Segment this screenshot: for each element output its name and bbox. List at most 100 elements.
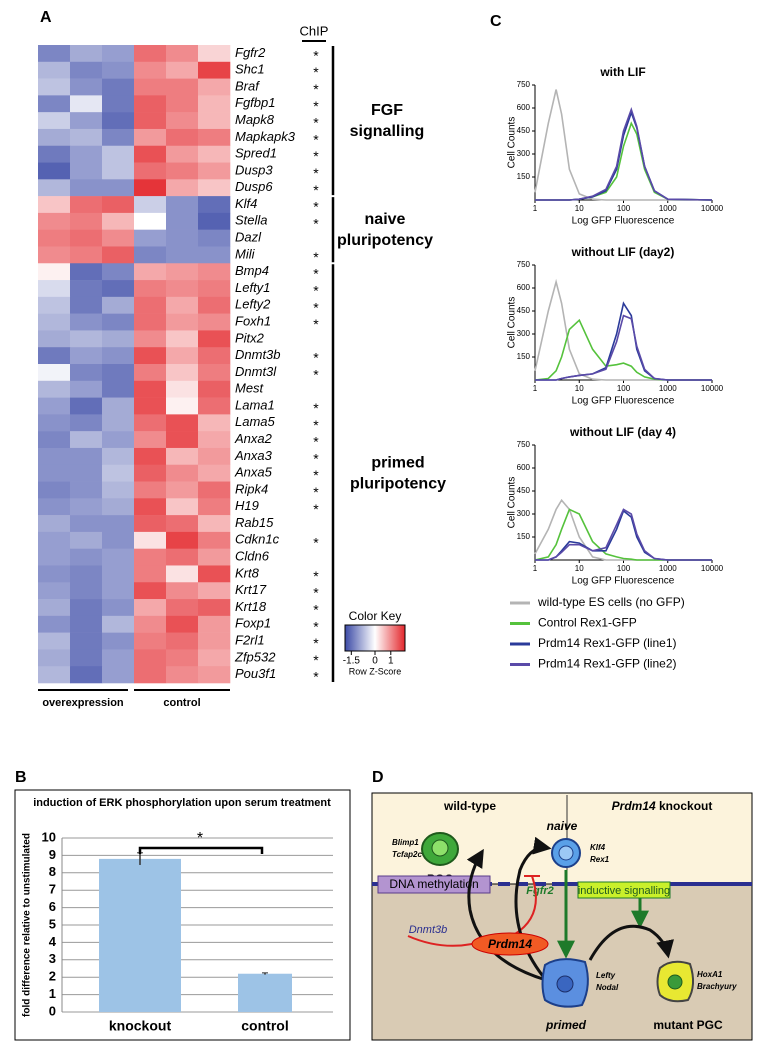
bar (99, 858, 181, 1012)
heatmap-cell (102, 179, 135, 197)
heatmap-cell (198, 582, 231, 600)
y-tick-label: 600 (517, 463, 531, 472)
heatmap-cell (134, 615, 167, 633)
heatmap-cell (102, 632, 135, 650)
heatmap-cell (70, 515, 103, 533)
series-line (534, 89, 712, 201)
chip-mark: * (313, 534, 319, 550)
x-tick-label: 1 (533, 564, 538, 573)
heatmap-cell (198, 548, 231, 566)
y-tick-label: 600 (517, 283, 531, 292)
heatmap-cell (38, 330, 71, 348)
heatmap-cell (102, 565, 135, 583)
y-axis-label: Cell Counts (507, 297, 518, 349)
heatmap-cell (198, 280, 231, 298)
heatmap-cell (198, 128, 231, 147)
marker: Rex1 (590, 855, 610, 864)
heatmap-cell (198, 330, 231, 348)
x-tick-label: 10 (575, 204, 584, 213)
gene-label: Ripk4 (235, 481, 268, 496)
label: Prdm14 knockout (612, 799, 713, 813)
heatmap-cell (166, 498, 199, 516)
panel-label: C (490, 13, 502, 30)
heatmap-cell (38, 447, 71, 466)
chart-title: without LIF (day 4) (569, 425, 676, 439)
heatmap-cell (102, 531, 135, 549)
heatmap-cell (70, 78, 103, 96)
x-tick-label: control (241, 1018, 288, 1034)
heatmap-cell (38, 78, 71, 96)
heatmap-cell (134, 263, 167, 281)
chip-mark: * (313, 366, 319, 382)
heatmap-cell (70, 128, 103, 147)
y-tick-label: 750 (517, 80, 531, 89)
gene-label: Mapk8 (235, 112, 275, 127)
heatmap-cell (70, 246, 103, 264)
heatmap-cell (134, 128, 167, 147)
heatmap-cell (102, 498, 135, 516)
heatmap-cell (70, 229, 103, 247)
heatmap-cell (134, 296, 167, 314)
heatmap-cell (38, 582, 71, 600)
gene-label: Mest (235, 381, 265, 396)
heatmap-cell (38, 212, 71, 230)
label: inductive signalling (578, 885, 670, 897)
y-tick-label: 450 (517, 306, 531, 315)
heatmap-cell (198, 61, 231, 79)
gene-label: Dnmt3b (235, 347, 281, 362)
nucleus (556, 975, 574, 993)
heatmap-cell (198, 364, 231, 382)
heatmap-cell (70, 632, 103, 650)
label: knockout (656, 799, 713, 813)
y-tick-label: 3 (49, 951, 56, 966)
gene-label: Zfp532 (234, 649, 276, 664)
heatmap-cell (166, 330, 199, 348)
marker: Lefty (596, 971, 616, 980)
x-tick-label: 1 (533, 384, 538, 393)
chip-mark: * (313, 64, 319, 80)
heatmap-cell (198, 498, 231, 516)
legend-label: Prdm14 Rex1-GFP (line2) (538, 657, 677, 671)
y-tick-label: 750 (517, 440, 531, 449)
chip-mark: * (313, 148, 319, 164)
marker: Tcfap2c (392, 850, 422, 859)
key-tick-label: 1 (388, 656, 394, 667)
heatmap-cell (198, 196, 231, 214)
heatmap-cell (198, 380, 231, 398)
group-label: primed (371, 454, 424, 471)
heatmap-cell (70, 414, 103, 432)
label: primed (545, 1018, 587, 1032)
column-group-label: overexpression (42, 697, 124, 709)
y-axis-label: fold difference relative to unstimulated (22, 833, 33, 1017)
group-label: pluripotency (337, 232, 433, 249)
y-tick-label: 600 (517, 103, 531, 112)
heatmap-cell (198, 145, 231, 163)
heatmap-cell (198, 481, 231, 499)
heatmap-cell (70, 45, 103, 63)
heatmap-cell (166, 196, 199, 214)
heatmap-cell (70, 330, 103, 348)
heatmap-cell (198, 95, 231, 113)
heatmap-cell (38, 263, 71, 281)
heatmap-cell (134, 145, 167, 163)
heatmap-cell (134, 414, 167, 432)
chip-mark: * (313, 501, 319, 517)
heatmap-cell (134, 431, 167, 449)
gene-label: Bmp4 (235, 263, 269, 278)
heatmap-cell (38, 128, 71, 147)
y-tick-label: 7 (49, 882, 56, 897)
bar (238, 973, 292, 1012)
gene-label: Anxa5 (234, 465, 273, 480)
heatmap-cell (70, 313, 103, 331)
heatmap-cell (38, 45, 71, 63)
heatmap-cell (134, 498, 167, 516)
diagram: wild-type Prdm14 knockout Blimp1 Tcfap2c… (371, 792, 753, 1041)
gene-label: Cdkn1c (235, 532, 280, 547)
heatmap-cell (38, 599, 71, 617)
gene-label: Lama5 (235, 414, 276, 429)
y-tick-label: 150 (517, 352, 531, 361)
nucleus (558, 845, 574, 861)
gene-label: Anxa2 (234, 431, 273, 446)
heatmap-cell (38, 666, 71, 684)
